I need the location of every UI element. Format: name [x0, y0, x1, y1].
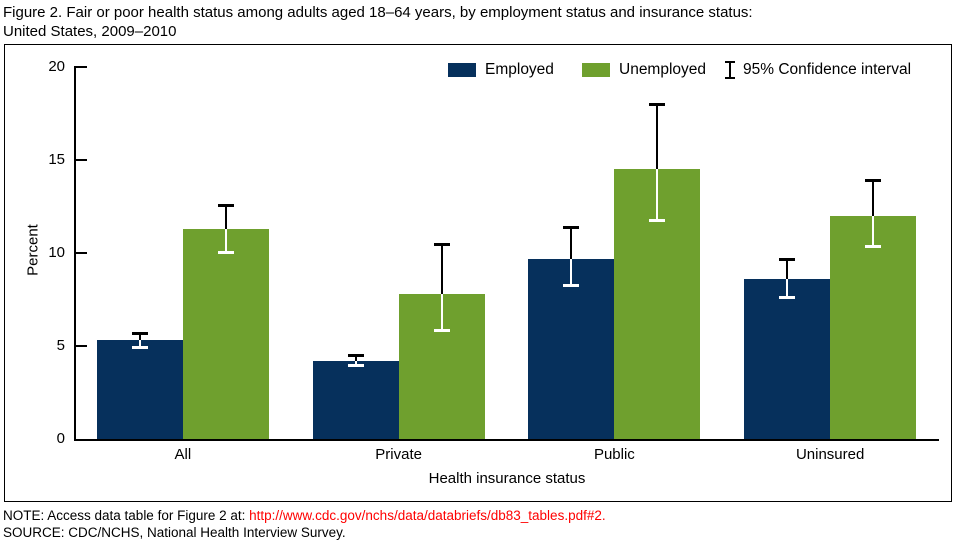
- legend-swatch-employed-icon: [448, 63, 476, 77]
- source-text: SOURCE: CDC/NCHS, National Health Interv…: [3, 525, 346, 540]
- ci-cap-bottom-employed-public: [563, 284, 580, 288]
- x-axis-title: Health insurance status: [428, 470, 586, 487]
- figure-title-line1: Figure 2. Fair or poor health status amo…: [3, 4, 753, 21]
- y-tick-label-0: 0: [56, 430, 65, 447]
- y-tick-label-10: 10: [48, 244, 65, 261]
- y-tick-label-5: 5: [56, 337, 65, 354]
- ci-cap-bottom-unemployed-all: [217, 251, 234, 254]
- category-label-public: Public: [593, 446, 635, 463]
- y-tick-label-15: 15: [48, 151, 65, 168]
- bar-unemployed-all: [182, 228, 269, 439]
- legend-label-unemployed: Unemployed: [619, 61, 707, 78]
- bar-employed-private: [312, 360, 399, 439]
- note-text: NOTE: Access data table for Figure 2 at:…: [3, 507, 606, 524]
- y-tick-mark-15: [75, 159, 87, 161]
- y-tick-mark-10: [75, 252, 87, 254]
- ci-lower-unemployed-private: [440, 293, 443, 332]
- ci-lower-employed-uninsured: [786, 279, 789, 298]
- ci-lower-employed-public: [570, 258, 573, 287]
- ci-upper-unemployed-uninsured: [872, 180, 875, 216]
- y-tick-label-20: 20: [48, 58, 65, 75]
- error-bar-icon: [724, 61, 736, 79]
- note-link[interactable]: http://www.cdc.gov/nchs/data/databriefs/…: [249, 508, 606, 523]
- ci-lower-unemployed-public: [656, 169, 659, 222]
- legend-swatch-unemployed-icon: [582, 63, 610, 77]
- ci-cap-top-unemployed-public: [649, 103, 666, 107]
- ci-lower-employed-private: [354, 360, 357, 367]
- ci-upper-unemployed-public: [656, 104, 659, 170]
- legend-item-unemployed: Unemployed: [582, 61, 706, 79]
- ci-upper-employed-all: [138, 332, 141, 341]
- ci-upper-unemployed-private: [440, 243, 443, 294]
- ci-cap-bottom-employed-uninsured: [779, 295, 796, 299]
- figure-title-line2: United States, 2009–2010: [3, 23, 177, 40]
- y-tick-mark-5: [75, 345, 87, 347]
- bar-employed-public: [528, 258, 615, 439]
- ci-cap-top-unemployed-uninsured: [865, 179, 882, 183]
- category-label-all: All: [174, 446, 192, 463]
- ci-cap-bottom-unemployed-private: [433, 329, 450, 333]
- bar-employed-all: [96, 340, 183, 439]
- y-tick-mark-20: [75, 66, 87, 68]
- ci-lower-unemployed-uninsured: [872, 215, 875, 248]
- ci-upper-unemployed-all: [224, 204, 227, 229]
- ci-cap-top-employed-all: [131, 331, 148, 335]
- ci-upper-employed-public: [570, 226, 573, 259]
- ci-cap-bottom-employed-all: [131, 345, 148, 349]
- bar-unemployed-uninsured: [830, 215, 917, 439]
- ci-cap-top-unemployed-private: [433, 242, 450, 246]
- ci-upper-employed-uninsured: [786, 258, 789, 280]
- figure-title: Figure 2. Fair or poor health status amo…: [3, 3, 753, 41]
- x-axis-line: [74, 439, 939, 441]
- ci-cap-bottom-employed-private: [347, 364, 364, 368]
- legend-label-ci: 95% Confidence interval: [743, 61, 912, 78]
- legend-item-ci: 95% Confidence interval: [724, 61, 911, 79]
- ci-cap-top-employed-private: [347, 354, 364, 358]
- ci-lower-unemployed-all: [224, 228, 227, 253]
- legend-item-employed: Employed: [448, 61, 554, 79]
- ci-cap-top-unemployed-all: [217, 203, 234, 207]
- category-label-uninsured: Uninsured: [795, 446, 865, 463]
- legend-label-employed: Employed: [485, 61, 554, 78]
- ci-cap-top-employed-uninsured: [779, 257, 796, 261]
- ci-cap-bottom-unemployed-public: [649, 219, 666, 223]
- note-prefix: NOTE: Access data table for Figure 2 at:: [3, 508, 250, 523]
- category-label-private: Private: [375, 446, 422, 463]
- ci-cap-bottom-unemployed-uninsured: [865, 245, 882, 249]
- ci-cap-top-employed-public: [563, 225, 580, 229]
- bar-employed-uninsured: [744, 279, 831, 439]
- ci-upper-employed-private: [354, 355, 357, 361]
- ci-lower-employed-all: [138, 340, 141, 348]
